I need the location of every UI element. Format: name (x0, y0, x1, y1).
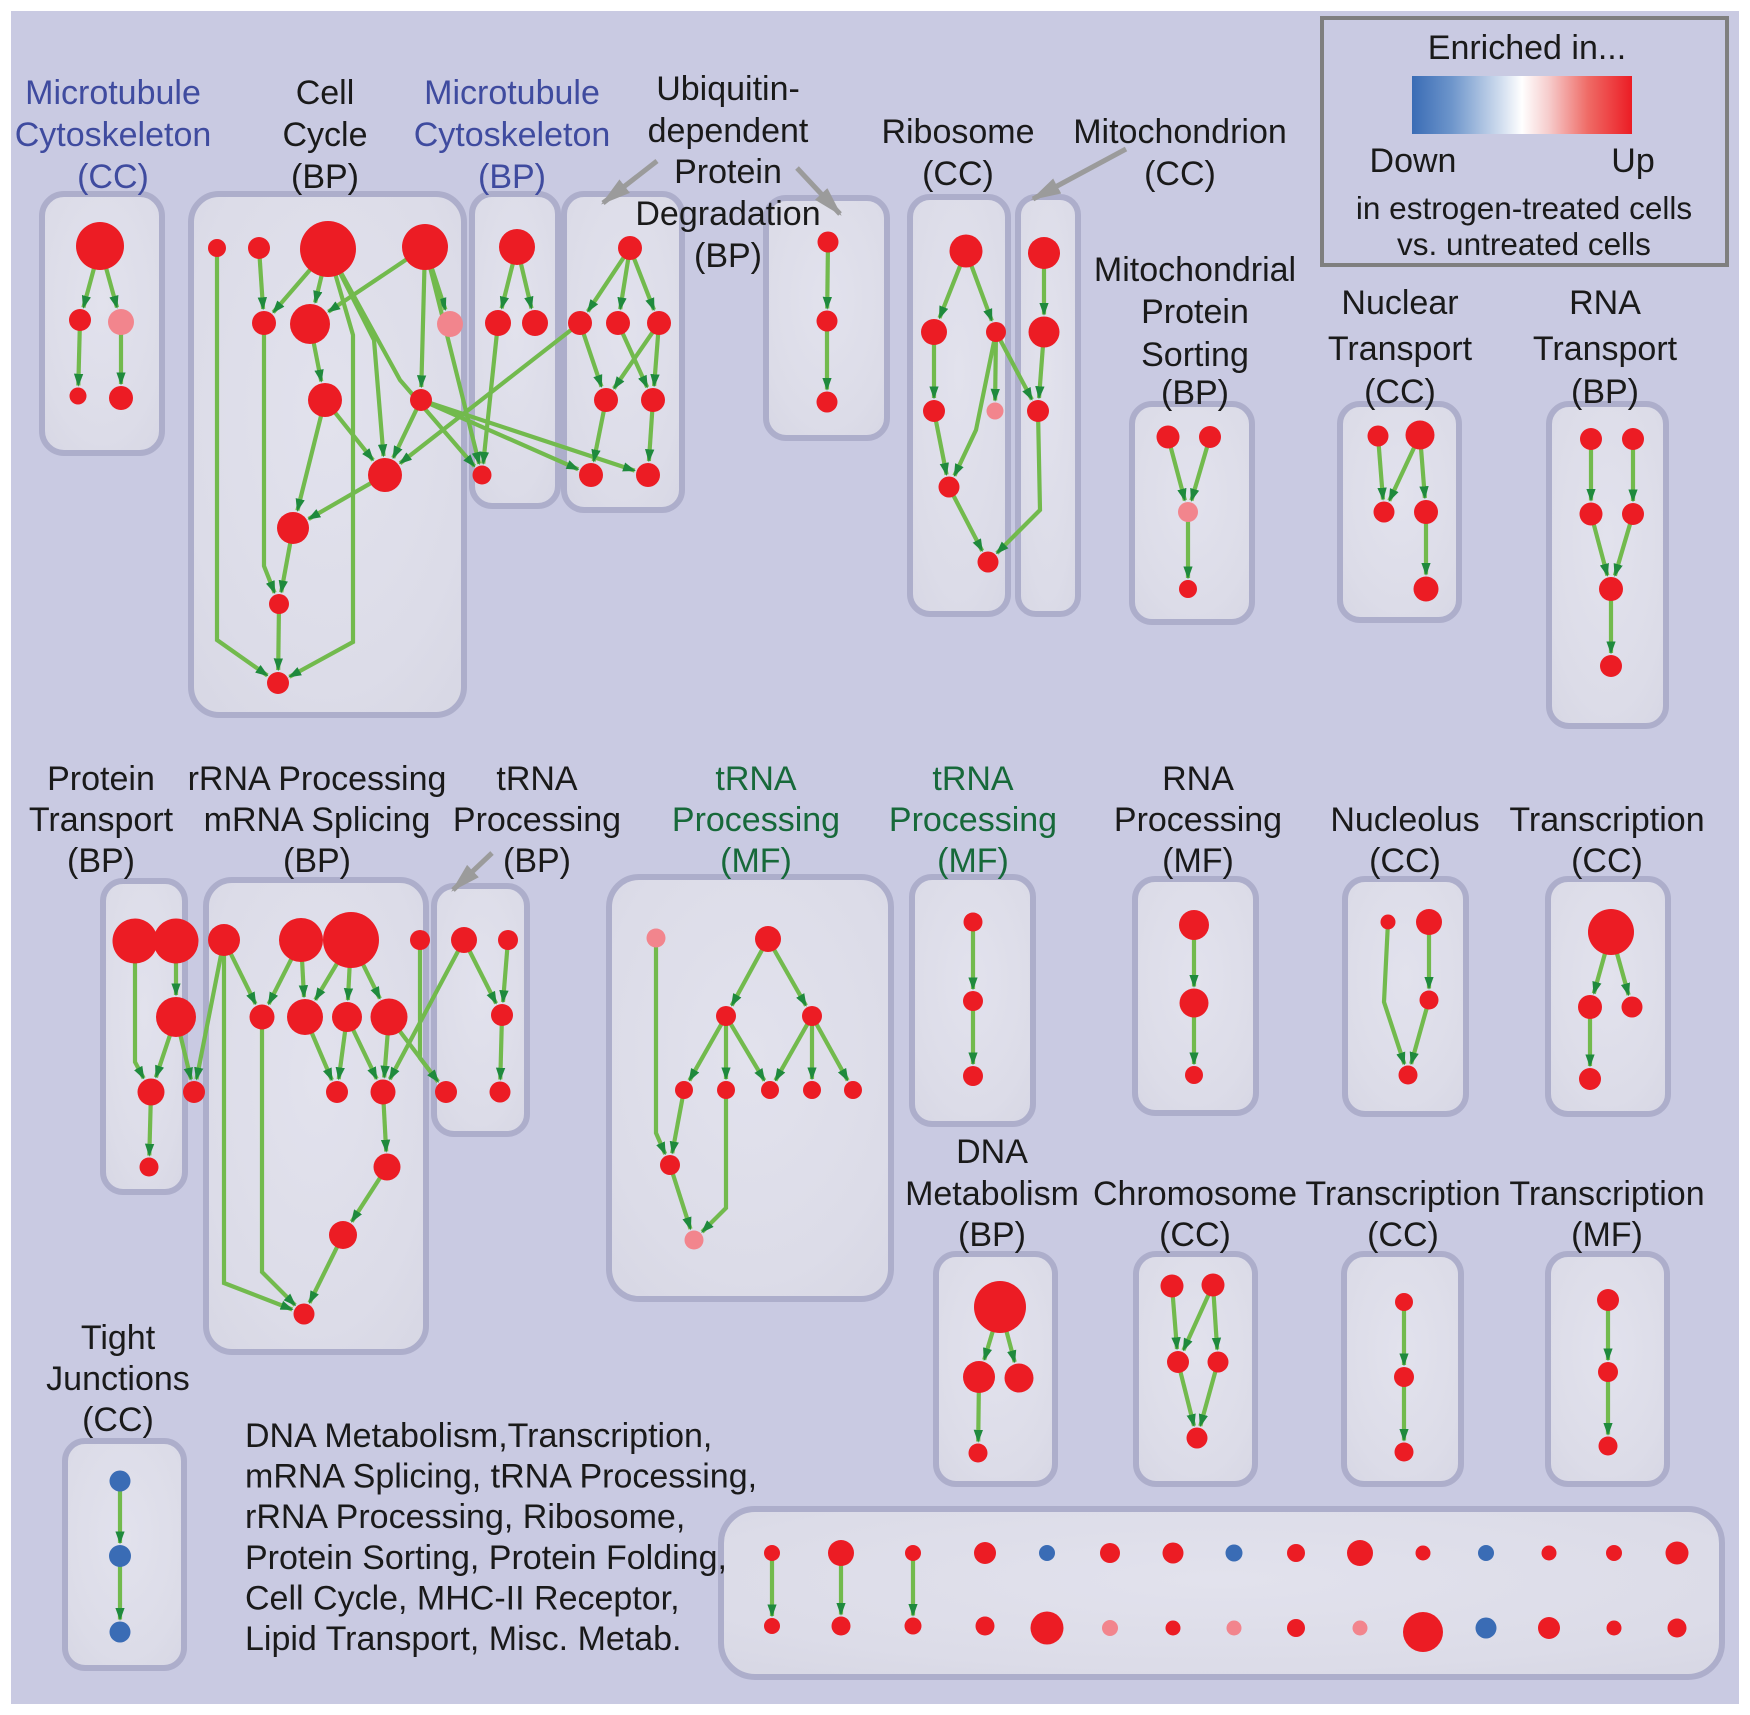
svg-text:(CC): (CC) (1364, 373, 1436, 411)
svg-text:(BP): (BP) (478, 158, 546, 196)
svg-text:(MF): (MF) (1571, 1216, 1643, 1254)
svg-text:(BP): (BP) (67, 842, 135, 880)
svg-text:Protein: Protein (1141, 293, 1249, 331)
svg-text:Processing: Processing (672, 801, 840, 839)
svg-text:(MF): (MF) (937, 842, 1009, 880)
svg-text:(BP): (BP) (291, 158, 359, 196)
svg-text:(BP): (BP) (503, 842, 571, 880)
svg-text:Processing: Processing (1114, 801, 1282, 839)
svg-text:(BP): (BP) (283, 842, 351, 880)
svg-text:Transcription: Transcription (1305, 1175, 1500, 1213)
svg-text:Metabolism: Metabolism (905, 1175, 1079, 1213)
svg-text:Chromosome: Chromosome (1093, 1175, 1297, 1213)
svg-text:tRNA: tRNA (496, 760, 578, 798)
svg-text:mRNA Splicing: mRNA Splicing (204, 801, 431, 839)
svg-text:Mitochondrial: Mitochondrial (1094, 251, 1296, 289)
svg-text:(BP): (BP) (958, 1216, 1026, 1254)
svg-text:RNA: RNA (1569, 284, 1641, 322)
svg-text:Down: Down (1370, 142, 1457, 180)
svg-text:rRNA Processing, Ribosome,: rRNA Processing, Ribosome, (245, 1498, 685, 1536)
svg-text:Mitochondrion: Mitochondrion (1073, 113, 1287, 151)
svg-text:Up: Up (1611, 142, 1654, 180)
svg-text:in estrogen-treated cells: in estrogen-treated cells (1356, 190, 1692, 226)
svg-text:Transport: Transport (1533, 330, 1678, 368)
svg-text:Sorting: Sorting (1141, 336, 1249, 374)
svg-text:Protein: Protein (47, 760, 155, 798)
svg-text:Microtubule: Microtubule (424, 74, 600, 112)
svg-text:(CC): (CC) (1144, 155, 1216, 193)
svg-text:rRNA Processing: rRNA Processing (188, 760, 447, 798)
svg-text:Cell: Cell (296, 74, 355, 112)
svg-text:(CC): (CC) (1369, 842, 1441, 880)
svg-text:DNA: DNA (956, 1133, 1028, 1171)
svg-text:Cytoskeleton: Cytoskeleton (15, 116, 212, 154)
svg-text:(BP): (BP) (694, 237, 762, 275)
svg-text:Transcription: Transcription (1509, 801, 1704, 839)
svg-text:Protein Sorting, Protein Foldi: Protein Sorting, Protein Folding, (245, 1539, 727, 1577)
svg-text:Cytoskeleton: Cytoskeleton (414, 116, 611, 154)
svg-text:Cycle: Cycle (282, 116, 367, 154)
svg-text:(MF): (MF) (720, 842, 792, 880)
svg-text:Transport: Transport (1328, 330, 1473, 368)
svg-text:Microtubule: Microtubule (25, 74, 201, 112)
svg-text:(CC): (CC) (1367, 1216, 1439, 1254)
svg-text:Protein: Protein (674, 153, 782, 191)
svg-text:Nucleolus: Nucleolus (1330, 801, 1479, 839)
svg-text:Processing: Processing (889, 801, 1057, 839)
svg-text:Transport: Transport (29, 801, 174, 839)
svg-text:Enriched in...: Enriched in... (1428, 29, 1626, 67)
svg-text:vs. untreated cells: vs. untreated cells (1397, 226, 1651, 262)
svg-text:Nuclear: Nuclear (1341, 284, 1458, 322)
svg-text:Ribosome: Ribosome (881, 113, 1034, 151)
svg-text:RNA: RNA (1162, 760, 1234, 798)
svg-text:(BP): (BP) (1161, 374, 1229, 412)
svg-text:Transcription: Transcription (1509, 1175, 1704, 1213)
svg-text:dependent: dependent (648, 112, 809, 150)
svg-text:(CC): (CC) (922, 155, 994, 193)
svg-text:Cell Cycle, MHC-II Receptor,: Cell Cycle, MHC-II Receptor, (245, 1579, 680, 1617)
svg-text:Junctions: Junctions (46, 1360, 190, 1398)
svg-text:(CC): (CC) (77, 158, 149, 196)
svg-text:(CC): (CC) (1571, 842, 1643, 880)
svg-text:(CC): (CC) (82, 1401, 154, 1439)
svg-text:DNA Metabolism,Transcription,: DNA Metabolism,Transcription, (245, 1417, 712, 1455)
svg-text:Degradation: Degradation (635, 195, 820, 233)
svg-text:(CC): (CC) (1159, 1216, 1231, 1254)
svg-text:Processing: Processing (453, 801, 621, 839)
svg-text:mRNA Splicing, tRNA Processing: mRNA Splicing, tRNA Processing, (245, 1458, 757, 1496)
svg-text:(BP): (BP) (1571, 373, 1639, 411)
svg-text:tRNA: tRNA (932, 760, 1014, 798)
svg-text:Tight: Tight (81, 1319, 156, 1357)
svg-text:(MF): (MF) (1162, 842, 1234, 880)
svg-text:tRNA: tRNA (715, 760, 797, 798)
svg-text:Ubiquitin-: Ubiquitin- (656, 70, 800, 108)
svg-text:Lipid Transport, Misc. Metab.: Lipid Transport, Misc. Metab. (245, 1620, 682, 1658)
